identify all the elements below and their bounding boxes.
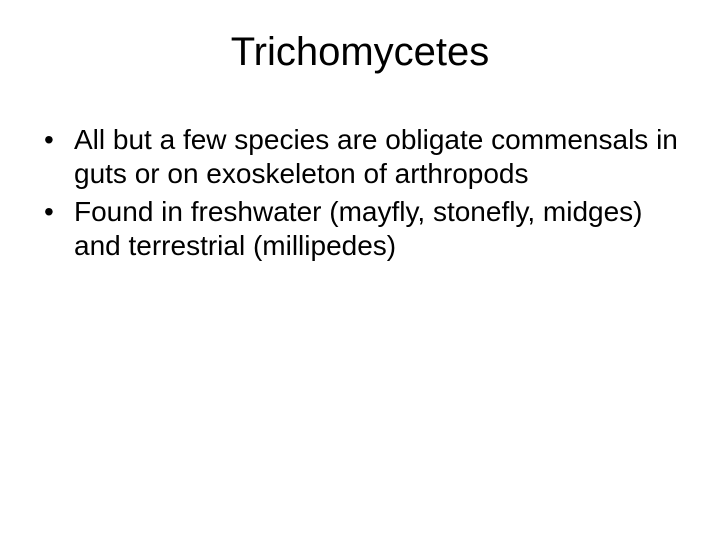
list-item: All but a few species are obligate comme… bbox=[40, 123, 690, 191]
bullet-list: All but a few species are obligate comme… bbox=[40, 123, 690, 264]
slide: Trichomycetes All but a few species are … bbox=[0, 0, 720, 540]
list-item: Found in freshwater (mayfly, stonefly, m… bbox=[40, 195, 690, 263]
slide-title: Trichomycetes bbox=[30, 30, 690, 75]
slide-body: All but a few species are obligate comme… bbox=[30, 123, 690, 264]
